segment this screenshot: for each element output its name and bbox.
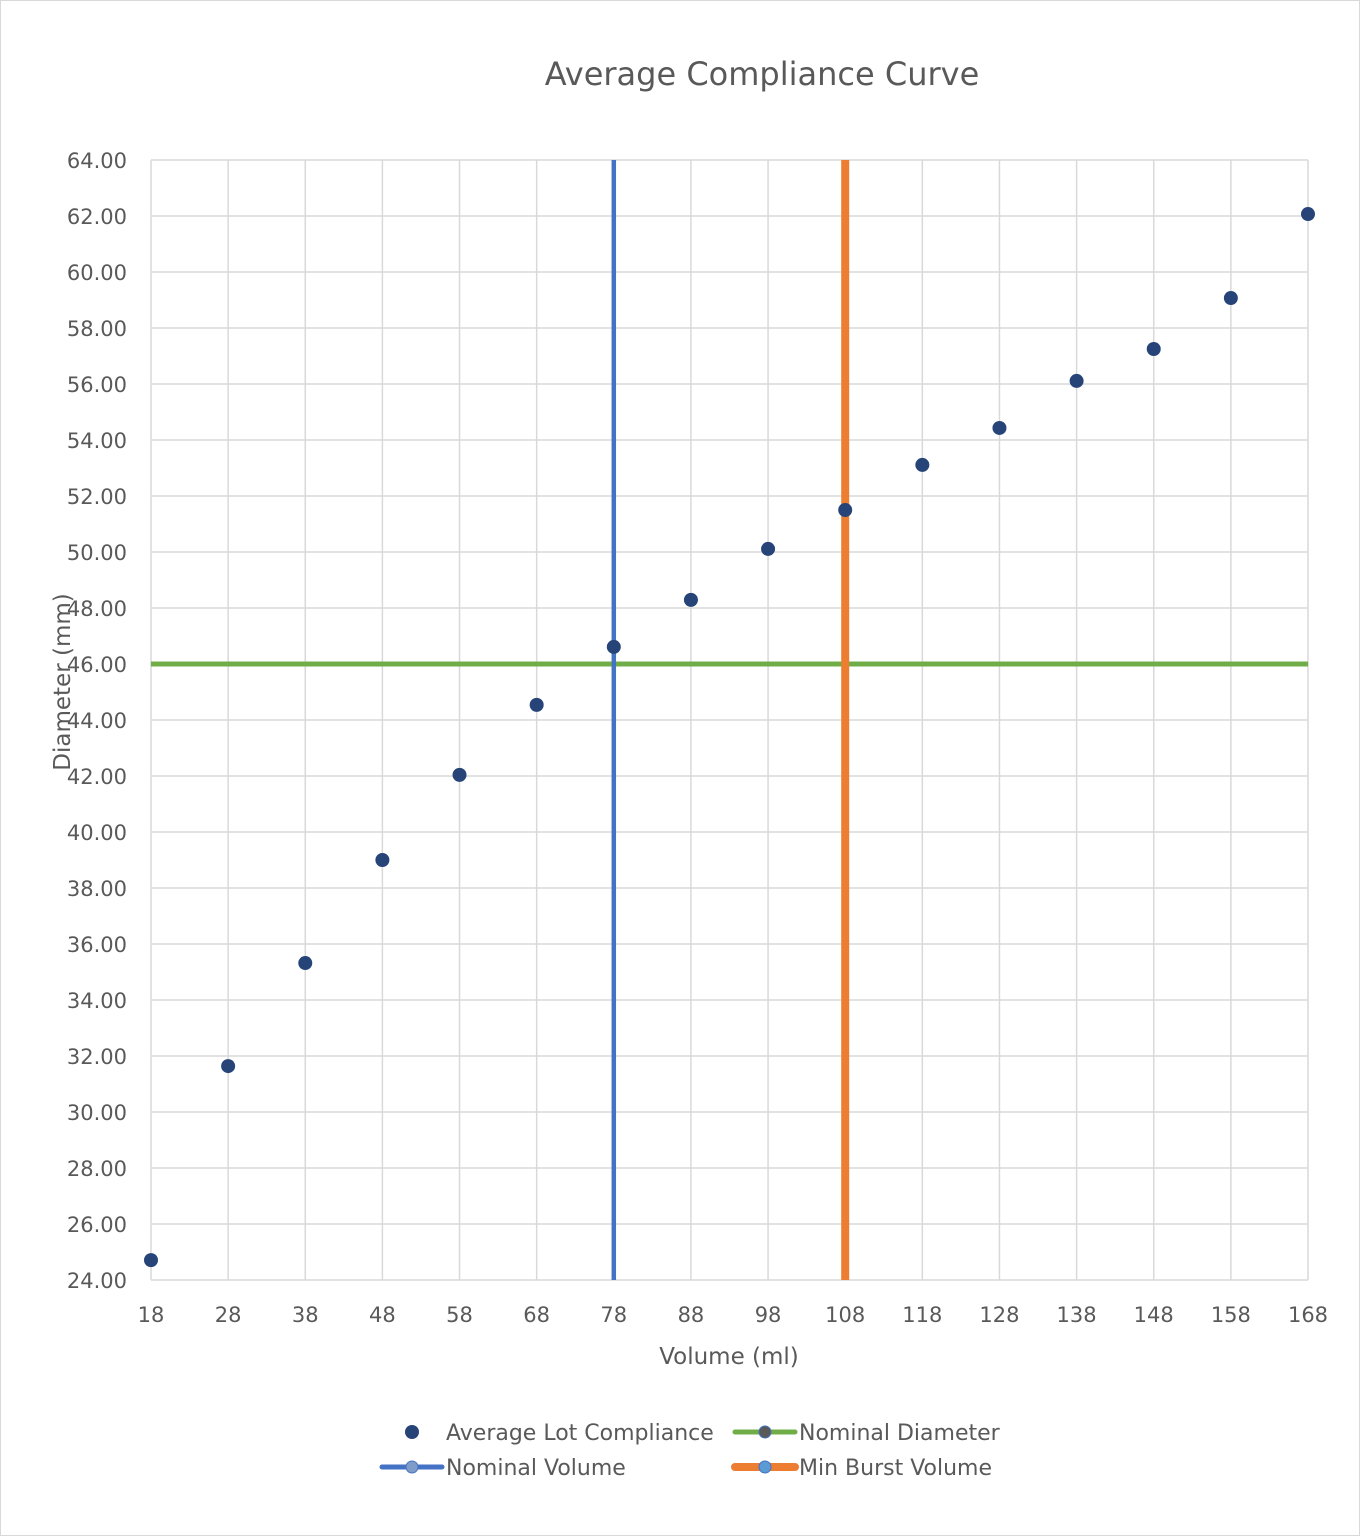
y-tick-label: 62.00 (67, 205, 127, 229)
y-tick-label: 24.00 (67, 1269, 127, 1293)
legend-label: Nominal Volume (446, 1456, 626, 1481)
y-tick-label: 50.00 (67, 541, 127, 565)
x-tick-label: 68 (523, 1303, 550, 1327)
y-tick-label: 52.00 (67, 485, 127, 509)
y-tick-label: 34.00 (67, 989, 127, 1013)
y-tick-label: 40.00 (67, 821, 127, 845)
x-tick-label: 168 (1288, 1303, 1328, 1327)
y-tick-labels: 24.00 26.00 28.00 30.00 32.00 34.00 36.00 38.00… (67, 149, 127, 1293)
x-tick-label: 78 (600, 1303, 627, 1327)
x-tick-label: 128 (979, 1303, 1019, 1327)
x-tick-labels: 18 28 38 48 58 68 78 88 98 108 118 128 138 148 158 168 (138, 1303, 1328, 1327)
data-point (452, 767, 467, 782)
y-tick-label: 58.00 (67, 317, 127, 341)
data-point (761, 541, 776, 556)
grid (150, 159, 1309, 1281)
data-point (529, 697, 544, 712)
data-point (838, 503, 853, 517)
y-axis-label: Diameter (mm) (50, 593, 76, 770)
y-tick-label: 60.00 (67, 261, 127, 285)
y-tick-label: 64.00 (67, 149, 127, 173)
legend-marker-icon (758, 1460, 772, 1474)
y-tick-label: 30.00 (67, 1101, 127, 1125)
chart-title: Average Compliance Curve (545, 55, 980, 93)
y-tick-label: 42.00 (67, 765, 127, 789)
legend: Average Lot Compliance Nominal Diameter No… (379, 1421, 1001, 1481)
reference-lines (151, 160, 1308, 1280)
legend-marker-icon (405, 1425, 419, 1439)
x-tick-label: 118 (902, 1303, 942, 1327)
x-tick-label: 138 (1057, 1303, 1097, 1327)
x-tick-label: 88 (678, 1303, 705, 1327)
x-tick-label: 48 (369, 1303, 396, 1327)
data-point (915, 457, 930, 472)
y-tick-label: 56.00 (67, 373, 127, 397)
legend-label: Min Burst Volume (799, 1456, 992, 1481)
x-tick-label: 98 (755, 1303, 782, 1327)
y-tick-label: 44.00 (67, 709, 127, 733)
data-point (221, 1059, 236, 1074)
y-tick-label: 32.00 (67, 1045, 127, 1069)
data-point (1223, 291, 1238, 306)
data-point (683, 592, 698, 607)
y-tick-label: 36.00 (67, 933, 127, 957)
x-tick-label: 18 (138, 1303, 165, 1327)
x-tick-label: 58 (446, 1303, 473, 1327)
x-tick-label: 28 (215, 1303, 242, 1327)
x-tick-label: 108 (825, 1303, 865, 1327)
x-axis-label: Volume (ml) (659, 1344, 799, 1370)
x-tick-label: 158 (1211, 1303, 1251, 1327)
legend-label: Average Lot Compliance (446, 1421, 714, 1446)
data-point (606, 639, 621, 654)
y-tick-label: 38.00 (67, 877, 127, 901)
data-point (1146, 342, 1161, 356)
x-tick-label: 148 (1134, 1303, 1174, 1327)
legend-label: Nominal Diameter (799, 1421, 1001, 1446)
legend-marker-icon (405, 1460, 419, 1474)
y-tick-label: 28.00 (67, 1157, 127, 1181)
data-point (1301, 207, 1315, 222)
data-point (1069, 373, 1084, 388)
data-points (144, 207, 1315, 1268)
x-tick-label: 38 (292, 1303, 319, 1327)
data-point (144, 1253, 158, 1268)
y-tick-label: 26.00 (67, 1213, 127, 1237)
y-tick-label: 46.00 (67, 653, 127, 677)
y-tick-label: 48.00 (67, 597, 127, 621)
data-point (992, 420, 1007, 435)
legend-marker-icon (758, 1425, 772, 1439)
data-point (375, 853, 390, 867)
y-tick-label: 54.00 (67, 429, 127, 453)
data-point (298, 956, 313, 971)
